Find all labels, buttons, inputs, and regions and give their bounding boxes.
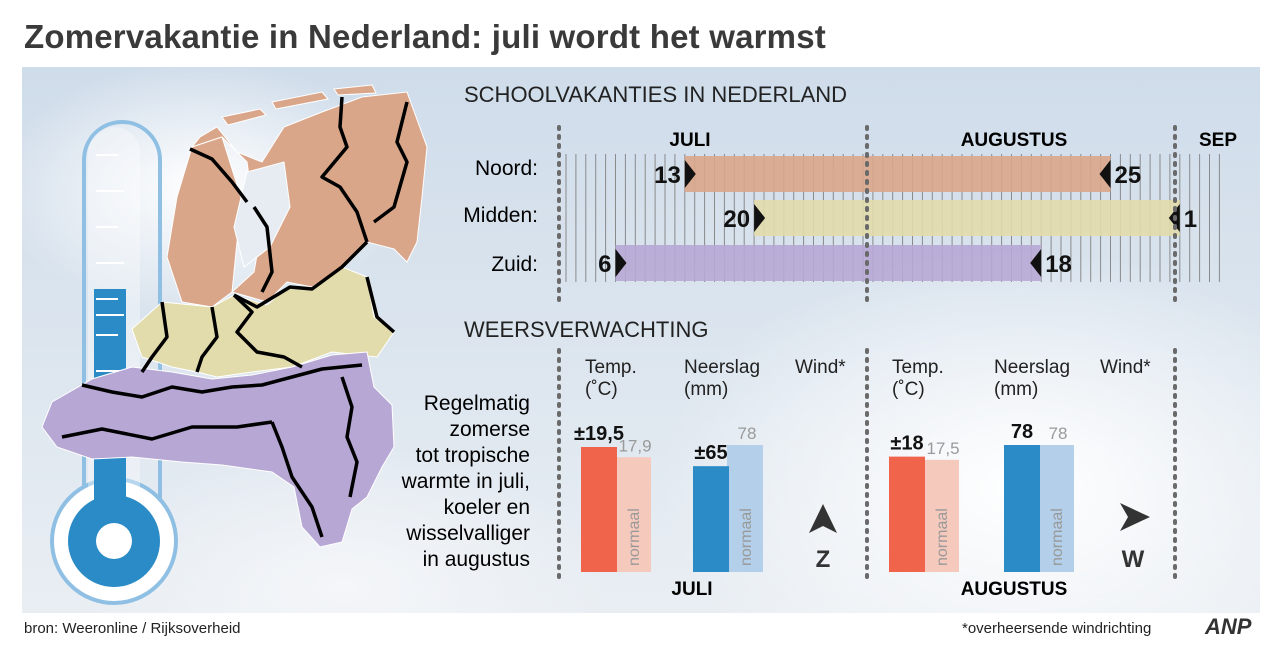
infographic-svg: SCHOOLVAKANTIES IN NEDERLAND JULI AUGUST…: [41, 82, 1237, 605]
end-date-label: 18: [1045, 251, 1072, 278]
description-line: zomerse: [449, 418, 530, 441]
page-title: Zomervakantie in Nederland: juli wordt h…: [24, 18, 826, 55]
start-date-label: 20: [723, 206, 750, 233]
normal-label: normaal: [934, 508, 951, 566]
normal-value-label: 78: [1049, 424, 1068, 443]
col-rain-aug: Neerslag: [994, 357, 1070, 378]
start-arrow-icon: [615, 249, 627, 277]
description-line: warmte in juli,: [401, 470, 530, 493]
value-label: 78: [1011, 421, 1033, 443]
description-line: wisselvalliger: [405, 522, 530, 545]
col-rain-unit-juli: (mm): [684, 379, 728, 400]
normal-label: normaal: [626, 508, 643, 566]
normal-value-label: 17,9: [618, 436, 651, 455]
col-wind-juli: Wind*: [795, 357, 846, 378]
netherlands-map: [41, 84, 428, 548]
wind-arrow-juli-icon: [809, 504, 837, 533]
value-bar: [1004, 445, 1040, 572]
start-arrow-icon: [684, 160, 696, 188]
end-date-label: 25: [1115, 162, 1142, 189]
normal-bar: [727, 445, 763, 572]
wind-arrow-augustus-icon: [1120, 503, 1150, 531]
region-label-noord: Noord:: [475, 157, 538, 180]
schedule-heading: SCHOOLVAKANTIES IN NEDERLAND: [464, 82, 847, 107]
region-label-midden: Midden:: [463, 204, 538, 227]
end-arrow-icon: [1099, 160, 1111, 188]
normal-value-label: 78: [738, 424, 757, 443]
start-date-label: 13: [654, 162, 681, 189]
description-line: in augustus: [423, 548, 530, 571]
region-midden: [131, 266, 395, 378]
col-temp-unit-aug: (˚C): [892, 379, 925, 400]
source-credit: bron: Weeronline / Rijksoverheid: [24, 620, 241, 637]
anp-logo: ANP: [1205, 614, 1252, 639]
forecast-month-augustus: AUGUSTUS: [961, 579, 1068, 600]
vacation-bar: [615, 245, 1042, 281]
normal-bar: [615, 457, 651, 572]
description-line: koeler en: [444, 496, 530, 519]
col-temp-juli: Temp.: [585, 357, 637, 378]
vacation-bar: [754, 200, 1180, 236]
region-label-zuid: Zuid:: [491, 253, 538, 276]
col-wind-aug: Wind*: [1100, 357, 1151, 378]
normal-value-label: 17,5: [926, 439, 959, 458]
forecast-description: Regelmatig zomerse tot tropische warmte in …: [401, 392, 530, 571]
wind-label-juli: Z: [816, 546, 831, 573]
normal-label: normaal: [738, 508, 755, 566]
value-bar: [581, 447, 617, 572]
value-bar: [693, 466, 729, 572]
normal-bar: [923, 459, 959, 572]
month-label-sep: SEP: [1199, 130, 1237, 151]
wind-label-augustus: W: [1122, 546, 1145, 573]
forecast-month-juli: JULI: [671, 579, 712, 600]
value-label: ±19,5: [574, 423, 624, 445]
end-arrow-icon: [1030, 249, 1042, 277]
value-label: ±65: [694, 442, 727, 464]
normal-bar: [1038, 445, 1074, 572]
wind-footnote: *overheersende windrichting: [962, 620, 1152, 637]
month-label-augustus: AUGUSTUS: [961, 130, 1068, 151]
description-line: Regelmatig: [424, 392, 530, 415]
value-label: ±18: [890, 433, 923, 455]
end-date-label: 1: [1184, 206, 1197, 233]
normal-label: normaal: [1049, 508, 1066, 566]
value-bar: [889, 456, 925, 572]
start-date-label: 6: [598, 251, 611, 278]
schedule-bars: 13 25 20 1 6 18: [598, 156, 1197, 281]
description-line: tot tropische: [416, 444, 530, 467]
col-temp-aug: Temp.: [892, 357, 944, 378]
col-rain-juli: Neerslag: [684, 357, 760, 378]
vacation-bar: [684, 156, 1111, 192]
forecast-bars: ±19,517,9 normaal ±65 78 normaal ±18 17,5 norma…: [574, 421, 1074, 572]
month-label-juli: JULI: [669, 130, 710, 151]
infographic-panel: SCHOOLVAKANTIES IN NEDERLAND JULI AUGUST…: [22, 67, 1260, 613]
forecast-heading: WEERSVERWACHTING: [464, 317, 708, 342]
start-arrow-icon: [754, 204, 766, 232]
col-rain-unit-aug: (mm): [994, 379, 1038, 400]
col-temp-unit-juli: (˚C): [585, 379, 618, 400]
